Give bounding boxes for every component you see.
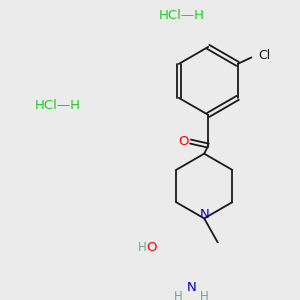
Text: H: H: [174, 290, 183, 300]
Text: Cl: Cl: [259, 49, 271, 62]
Text: O: O: [146, 241, 157, 254]
Text: N: N: [186, 281, 196, 295]
Text: HCl—H: HCl—H: [158, 9, 205, 22]
Text: H: H: [138, 241, 147, 254]
Text: N: N: [199, 208, 209, 221]
Text: HCl—H: HCl—H: [35, 99, 81, 112]
Text: O: O: [178, 135, 188, 148]
Text: H: H: [200, 290, 208, 300]
